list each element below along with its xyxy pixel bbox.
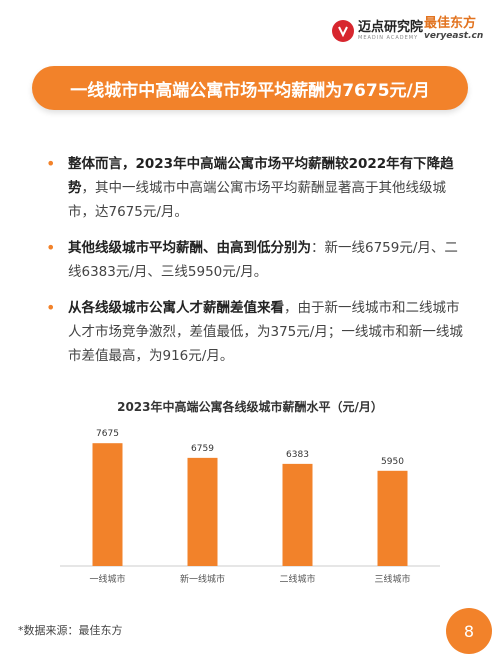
page-number: 8 (463, 621, 475, 641)
bullet-dot-icon: • (46, 238, 56, 257)
bar-value-label: 6759 (191, 444, 214, 454)
bar-value-label: 6383 (286, 450, 309, 460)
data-source-note: *数据来源：最佳东方 (18, 624, 123, 637)
bar-value-label: 7675 (96, 429, 119, 439)
page-title-bar: 一线城市中高端公寓市场平均薪酬为7675元/月 (32, 66, 468, 110)
veryeast-logo-name: 最佳东方 (424, 16, 477, 31)
summary-bullets: • 整体而言，2023年中高端公寓市场平均薪酬较2022年有下降趋势，其中一线城… (44, 152, 464, 380)
bar-3 (282, 463, 313, 566)
meadin-logo-sub: MEADIN ACADEMY (358, 35, 419, 41)
bar-1 (92, 443, 123, 566)
category-label: 二线城市 (279, 573, 315, 585)
veryeast-logo: 最佳东方 veryeast.cn (424, 16, 483, 41)
chart-title: 2023年中高端公寓各线级城市薪酬水平（元/月） (117, 400, 383, 414)
bullet-bold-text: 整体而言，2023年中高端公寓市场平均薪酬较2022年有下降趋势 (68, 156, 454, 196)
page-number-badge: 8 (446, 608, 492, 654)
bar-4 (377, 470, 408, 566)
bullet-bold-text: 其他线级城市平均薪酬、由高到低分别为 (68, 240, 311, 256)
bullet-text: ：新一线6759元/月、二线6383元/月、三线5950元/月。 (68, 240, 458, 280)
bullet-text: ，由于新一线城市和二线城市人才市场竞争激烈，差值最低，为375元/月；一线城市和… (68, 300, 463, 364)
salary-bar-chart: 7675 一线城市 6759 新一线城市 6383 二线城市 5950 三线城市 (60, 429, 440, 585)
bullet-bold-text: 从各线级城市公寓人才薪酬差值来看 (68, 300, 284, 316)
category-label: 新一线城市 (180, 573, 225, 585)
bullet-dot-icon: • (46, 298, 56, 317)
bullet-item: • 从各线级城市公寓人才薪酬差值来看，由于新一线城市和二线城市人才市场竞争激烈，… (44, 296, 464, 368)
veryeast-logo-url: veryeast.cn (424, 31, 484, 41)
meadin-logo: 迈点研究院 MEADIN ACADEMY (332, 20, 423, 42)
meadin-logo-name: 迈点研究院 (358, 20, 424, 35)
bullet-dot-icon: • (46, 154, 56, 173)
category-label: 三线城市 (374, 573, 410, 585)
page-title: 一线城市中高端公寓市场平均薪酬为7675元/月 (70, 80, 430, 101)
bullet-text: ，其中一线城市中高端公寓市场平均薪酬显著高于其他线级城市，达7675元/月。 (68, 180, 446, 220)
bullet-item: • 整体而言，2023年中高端公寓市场平均薪酬较2022年有下降趋势，其中一线城… (44, 152, 464, 224)
meadin-logo-icon (332, 20, 354, 42)
bar-value-label: 5950 (381, 457, 404, 467)
bullet-item: • 其他线级城市平均薪酬、由高到低分别为：新一线6759元/月、二线6383元/… (44, 236, 464, 284)
bar-2 (187, 457, 218, 566)
category-label: 一线城市 (89, 573, 125, 585)
